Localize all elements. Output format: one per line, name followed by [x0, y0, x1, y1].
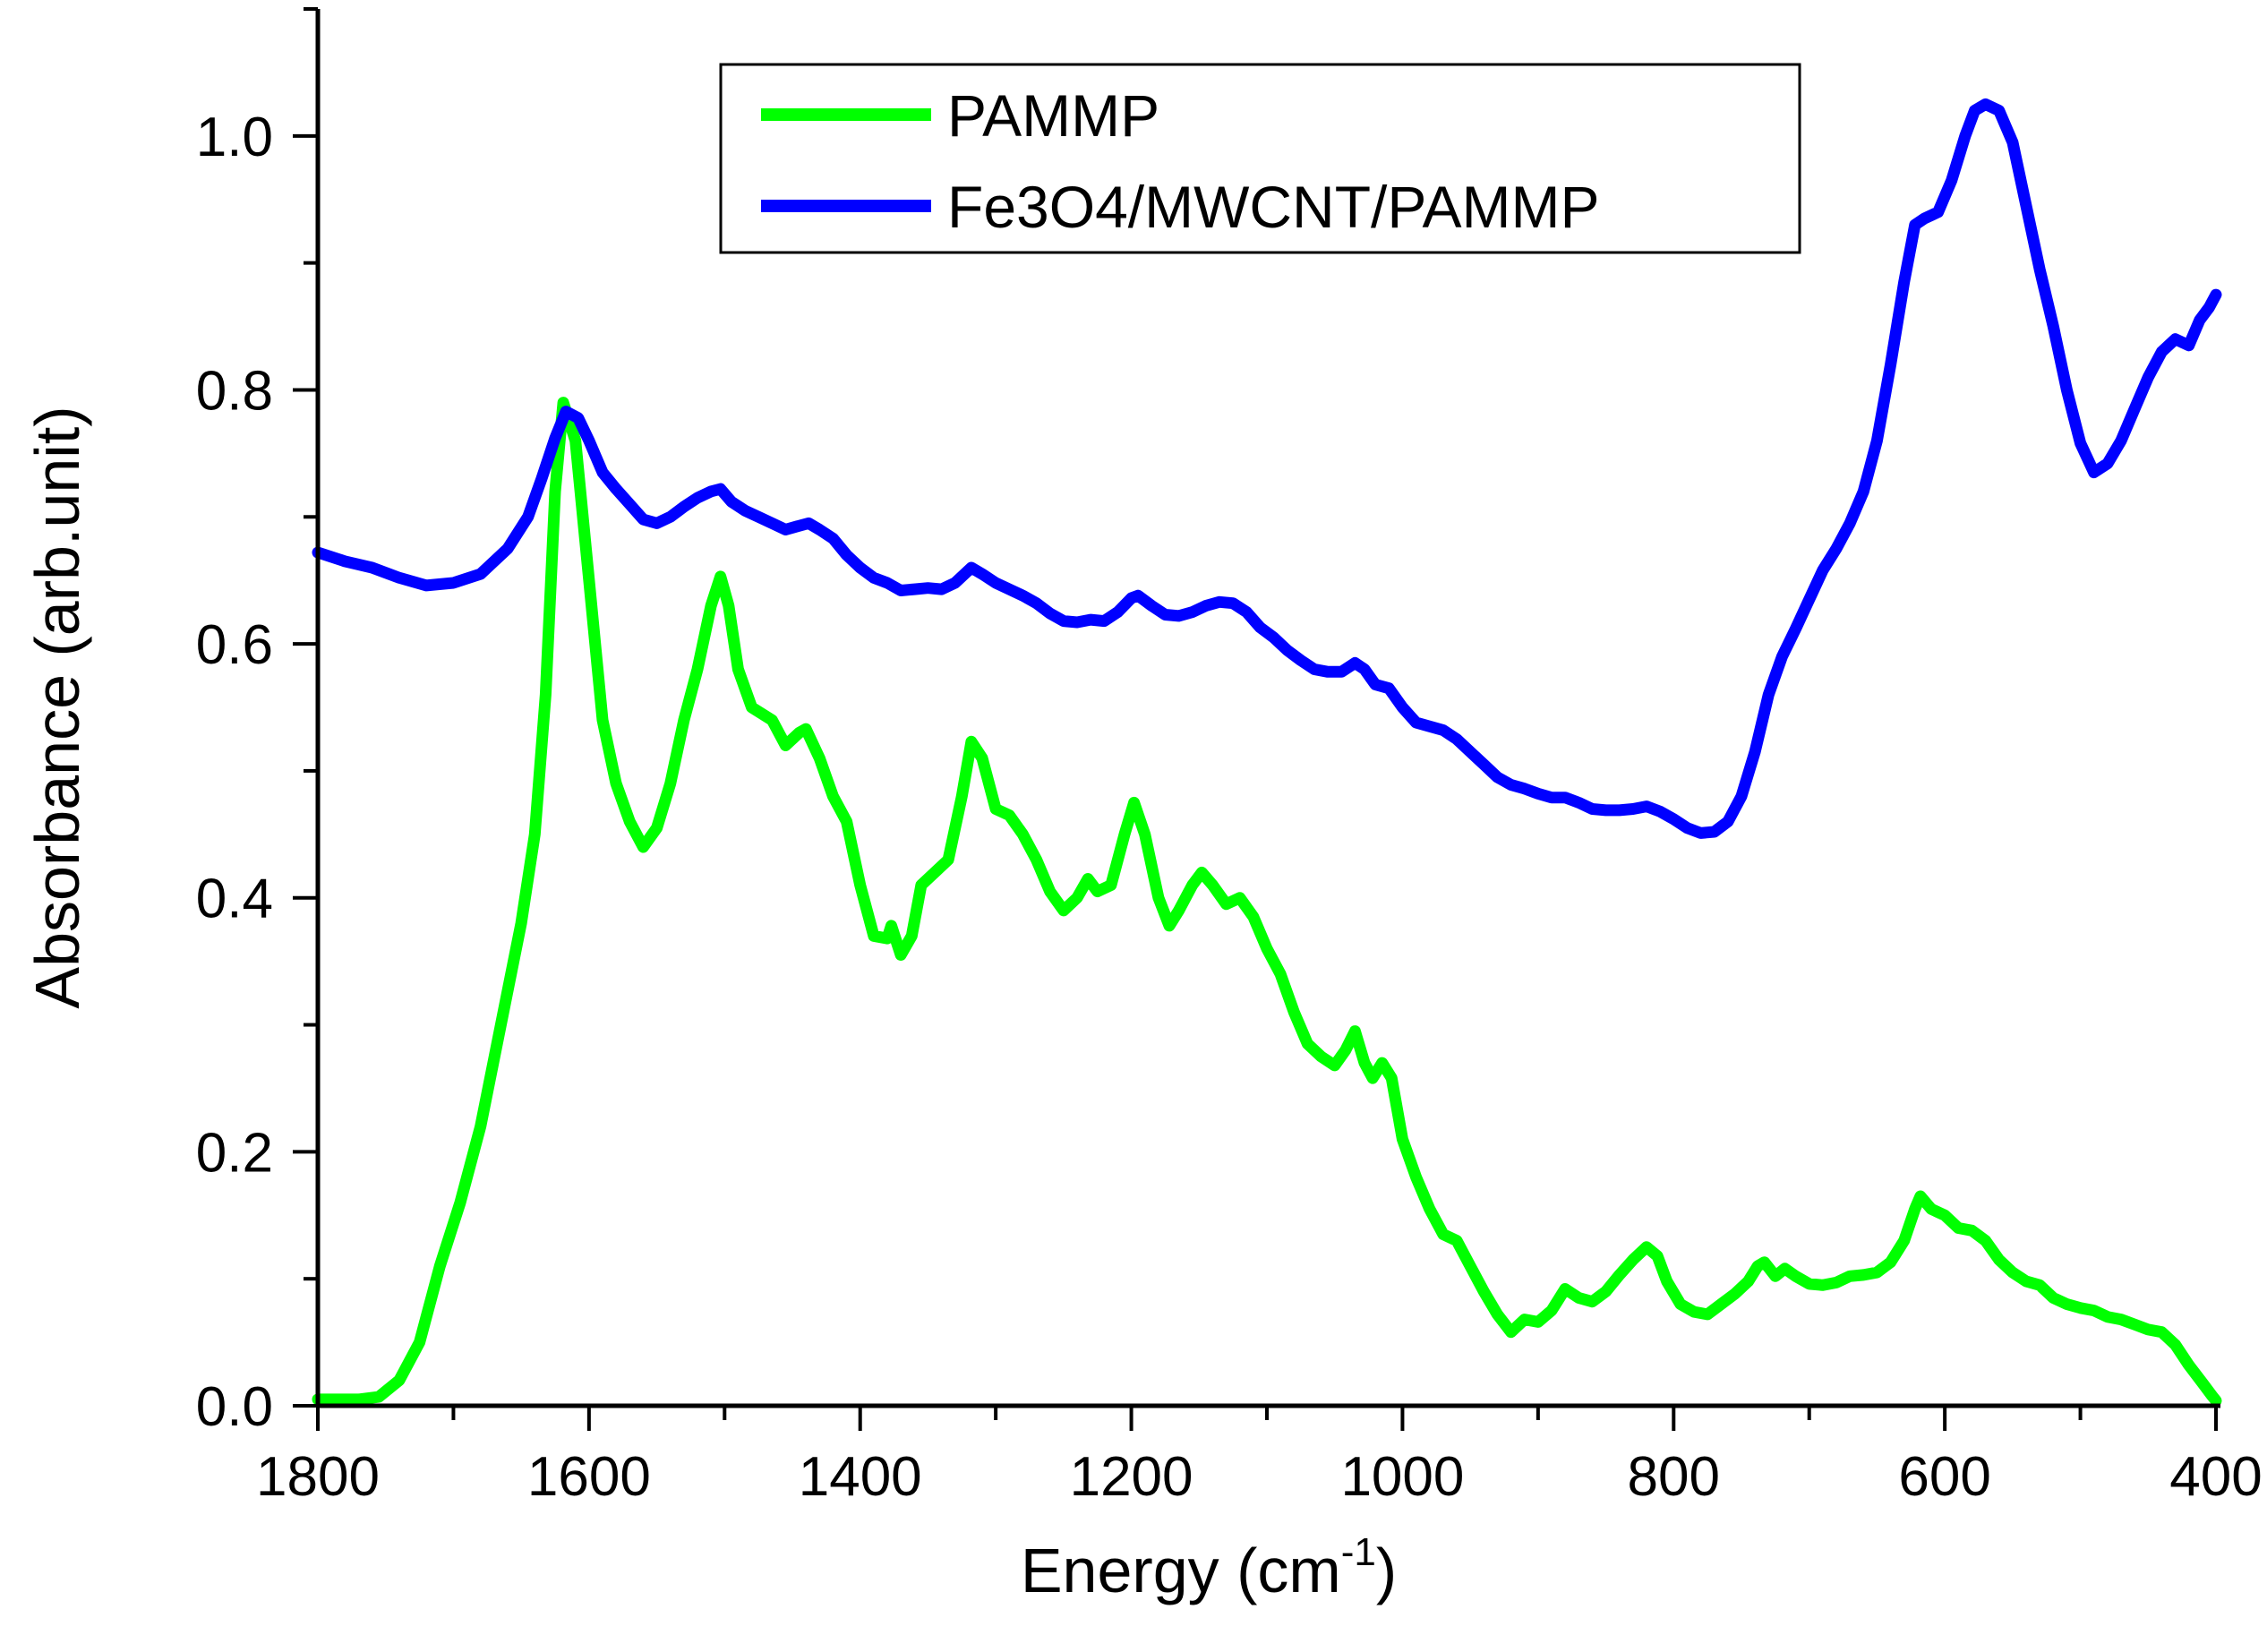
x-tick-label: 1000 [1340, 1446, 1464, 1508]
y-tick-label: 0.4 [196, 869, 273, 930]
x-tick-label: 1800 [256, 1446, 380, 1508]
x-ticks: 1800 1600 1400 1200 1000 800 600 400 [256, 1406, 2263, 1508]
y-tick-label: 0.8 [196, 360, 273, 422]
x-axis-title: Energy (cm-1) [1021, 1530, 1397, 1605]
x-axis-title-suffix: ) [1376, 1536, 1397, 1605]
y-tick-label: 1.0 [196, 107, 273, 168]
legend-label-fe3o4-mwcnt-pammp: Fe3O4/MWCNT/PAMMP [947, 174, 1599, 240]
y-tick-label: 0.2 [196, 1122, 273, 1184]
x-axis-title-main: Energy (cm [1021, 1536, 1341, 1605]
x-tick-label: 400 [2169, 1446, 2262, 1508]
series-line-fe3o4-mwcnt-pammp [312, 98, 2222, 839]
legend-label-pammp: PAMMP [947, 82, 1159, 149]
x-tick-label: 600 [1898, 1446, 1990, 1508]
y-tick-label: 0.6 [196, 614, 273, 676]
y-tick-label: 0.0 [196, 1376, 273, 1438]
legend-box [719, 63, 1801, 254]
x-tick-label: 1600 [527, 1446, 651, 1508]
series-layer [312, 98, 2222, 1407]
x-tick-label: 1200 [1070, 1446, 1193, 1508]
y-axis-title: Absorbance (arb.unit) [22, 406, 92, 1008]
x-tick-label: 1400 [799, 1446, 922, 1508]
x-axis-title-superscript: -1 [1341, 1530, 1376, 1574]
legend: PAMMP Fe3O4/MWCNT/PAMMP [719, 63, 1801, 254]
x-tick-label: 800 [1628, 1446, 1720, 1508]
y-ticks: 0.0 0.2 0.4 0.6 0.8 1.0 [196, 7, 318, 1438]
series-line-pammp [312, 397, 2222, 1407]
